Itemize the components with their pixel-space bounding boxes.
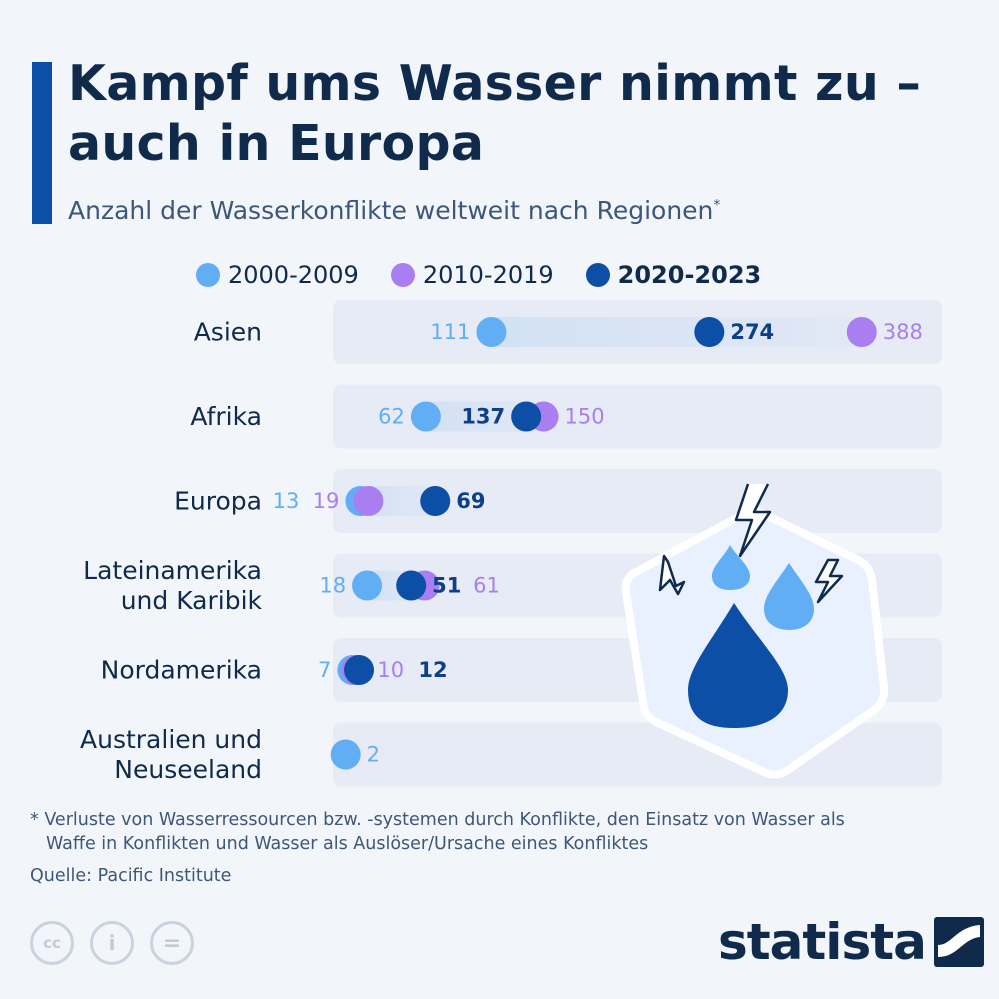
legend-item-2010-2019: 2010-2019 xyxy=(390,261,554,289)
range-bar xyxy=(491,317,862,347)
data-label-2020-2023: 274 xyxy=(730,320,774,344)
category-label: Asien xyxy=(194,318,262,347)
category-label: Australien und xyxy=(80,725,262,754)
legend-dot xyxy=(390,263,415,287)
data-point-2020-2023 xyxy=(420,486,451,516)
data-label-2010-2019: 10 xyxy=(377,658,404,682)
title-accent-bar xyxy=(32,62,52,224)
data-point-2000-2009 xyxy=(476,317,507,347)
water-drops-illustration xyxy=(621,483,889,779)
data-label-2020-2023: 12 xyxy=(418,658,447,682)
data-label-2000-2009: 2 xyxy=(367,743,380,767)
data-label-2010-2019: 150 xyxy=(565,405,605,429)
large-water-drop-icon xyxy=(688,603,788,728)
footnote: * Verluste von Wasserressourcen bzw. -sy… xyxy=(30,810,845,854)
data-point-2020-2023 xyxy=(694,317,725,347)
data-point-2020-2023 xyxy=(344,655,375,685)
lightning-right-icon xyxy=(814,558,844,604)
no-derivatives-icon[interactable]: = xyxy=(150,921,194,965)
small-water-drop-icon xyxy=(712,545,750,590)
statista-logo[interactable]: statista xyxy=(718,913,984,971)
data-point-2000-2009 xyxy=(352,570,383,601)
data-label-2000-2009: 62 xyxy=(378,405,405,429)
category-label: Nordamerika xyxy=(101,656,262,685)
row-background xyxy=(333,469,942,533)
row-background xyxy=(333,384,942,449)
data-point-2010-2019 xyxy=(846,317,877,347)
data-point-2020-2023 xyxy=(511,401,542,432)
data-point-2020-2023 xyxy=(396,570,427,601)
data-label-2000-2009: 7 xyxy=(318,658,331,682)
medium-water-drop-icon xyxy=(764,563,814,630)
data-label-2010-2019: 61 xyxy=(473,574,500,598)
chart-subtitle: Anzahl der Wasserkonflikte weltweit nach… xyxy=(68,196,721,225)
legend-dot xyxy=(196,263,220,287)
category-label: und Karibik xyxy=(121,586,263,615)
data-point-2010-2019 xyxy=(353,486,384,516)
data-label-2020-2023: 51 xyxy=(432,574,461,598)
legend-item-2000-2009: 2000-2009 xyxy=(196,261,359,289)
category-label: Neuseeland xyxy=(114,755,262,784)
chart-title: Kampf ums Wasser nimmt zu – auch in Euro… xyxy=(68,55,922,172)
legend-item-2020-2023: 2020-2023 xyxy=(585,261,761,289)
lightning-left-icon xyxy=(658,554,686,596)
data-label-2000-2009: 13 xyxy=(273,489,300,513)
data-label-2010-2019: 19 xyxy=(313,489,340,513)
data-label-2000-2009: 18 xyxy=(319,574,346,598)
data-point-2000-2009 xyxy=(330,739,361,770)
data-label-2000-2009: 111 xyxy=(430,320,470,344)
statista-logo-mark-icon xyxy=(933,917,984,967)
legend: 2000-2009 2010-2019 2020-2023 xyxy=(196,260,793,290)
data-label-2020-2023: 137 xyxy=(461,405,505,429)
row-background xyxy=(333,722,942,787)
data-label-2020-2023: 69 xyxy=(456,489,485,513)
source-note: Quelle: Pacific Institute xyxy=(30,866,232,886)
cc-icon[interactable]: cc xyxy=(30,921,74,965)
lightning-icon xyxy=(734,483,772,558)
legend-dot xyxy=(585,263,610,287)
attribution-icon[interactable]: i xyxy=(90,921,134,965)
category-label: Europa xyxy=(174,487,262,516)
data-point-2000-2009 xyxy=(410,401,441,432)
category-label: Afrika xyxy=(190,402,262,431)
data-label-2010-2019: 388 xyxy=(883,320,923,344)
category-label: Lateinamerika xyxy=(83,556,262,585)
